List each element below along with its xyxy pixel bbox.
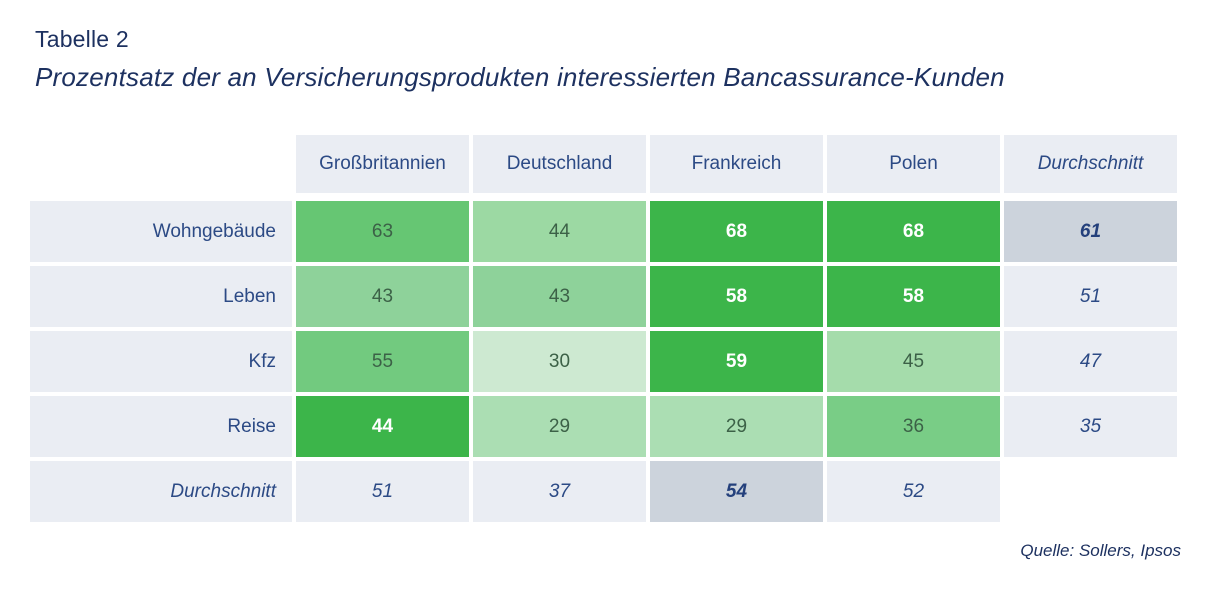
value-cell: 45: [827, 331, 1000, 392]
table-number-title: Tabelle 2: [35, 26, 129, 52]
row-label: Reise: [30, 396, 292, 457]
title-block: Tabelle 2 Prozentsatz der an Versicherun…: [0, 0, 1225, 93]
value-cell: 63: [296, 201, 469, 262]
value-cell: 35: [1004, 396, 1177, 457]
value-cell: 37: [473, 461, 646, 522]
value-cell: 54: [650, 461, 823, 522]
table-header-row: Großbritannien Deutschland Frankreich Polen…: [30, 135, 1177, 193]
column-header: Frankreich: [650, 135, 823, 193]
value-cell: 59: [650, 331, 823, 392]
value-cell: 52: [827, 461, 1000, 522]
value-cell: 29: [473, 396, 646, 457]
value-cell: 55: [296, 331, 469, 392]
value-cell: 43: [296, 266, 469, 327]
value-cell: 51: [296, 461, 469, 522]
value-cell: 68: [827, 201, 1000, 262]
value-cell: 51: [1004, 266, 1177, 327]
value-cell: 61: [1004, 201, 1177, 262]
table-body: Wohngebäude 63 44 68 68 61 Leben 43 43 58 58 51 Kfz 5…: [30, 201, 1177, 522]
value-cell: 29: [650, 396, 823, 457]
row-label: Leben: [30, 266, 292, 327]
column-header: Durchschnitt: [1004, 135, 1177, 193]
value-cell: 44: [296, 396, 469, 457]
value-cell: 68: [650, 201, 823, 262]
value-cell: 36: [827, 396, 1000, 457]
column-header: Polen: [827, 135, 1000, 193]
row-label: Wohngebäude: [30, 201, 292, 262]
value-cell: 58: [827, 266, 1000, 327]
heatmap-table: Großbritannien Deutschland Frankreich Polen…: [30, 135, 1177, 522]
column-header: Deutschland: [473, 135, 646, 193]
row-label: Kfz: [30, 331, 292, 392]
column-header: Großbritannien: [296, 135, 469, 193]
source-note: Quelle: Sollers, Ipsos: [1020, 541, 1181, 560]
value-cell: [1004, 461, 1177, 522]
value-cell: 43: [473, 266, 646, 327]
corner-cell: [30, 135, 292, 193]
value-cell: 30: [473, 331, 646, 392]
row-label: Durchschnitt: [30, 461, 292, 522]
value-cell: 58: [650, 266, 823, 327]
value-cell: 44: [473, 201, 646, 262]
value-cell: 47: [1004, 331, 1177, 392]
page-title: Prozentsatz der an Versicherungsprodukte…: [35, 62, 1005, 92]
